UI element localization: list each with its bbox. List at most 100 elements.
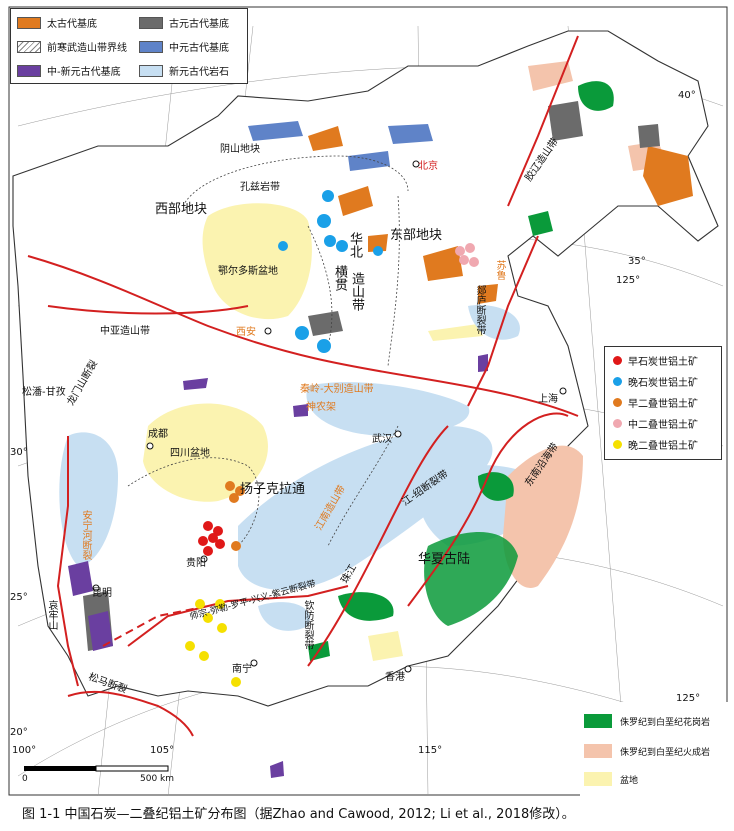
scale-label: 500 km <box>140 774 175 784</box>
legend-item-orogen-boundary: 前寒武造山带界线 <box>17 39 127 54</box>
legend-label: 侏罗纪到白垩纪花岗岩 <box>620 717 711 728</box>
city-marker-kunming <box>92 584 100 592</box>
label-guiyang: 贵阳 <box>186 558 206 569</box>
late-carboniferous-deposits <box>278 190 383 353</box>
small-basin-1 <box>428 324 483 341</box>
deposit-dot <box>469 257 479 267</box>
swatch-granite <box>584 714 612 728</box>
deposit-dot <box>324 235 336 247</box>
legend-label: 中二叠世铝土矿 <box>628 420 698 431</box>
label-qinfang: 钦防断裂带 <box>302 600 313 650</box>
deposit-dot <box>317 339 331 353</box>
deposit-dot <box>185 641 195 651</box>
middle-permian-deposits <box>455 243 479 267</box>
deposit-dot <box>231 677 241 687</box>
deposit-dot <box>215 599 225 609</box>
legend-basement: 太古代基底 古元古代基底 前寒武造山带界线 中元古代基底 中-新元古代基底 新元… <box>10 8 248 84</box>
scale-zero: 0 <box>22 774 28 784</box>
label-shennongjia: 神农架 <box>306 402 336 413</box>
swatch-paleoproterozoic <box>139 16 163 29</box>
legend-dot <box>613 440 622 449</box>
deposit-dot <box>208 533 218 543</box>
city-marker-guiyang <box>200 555 208 563</box>
ordos-basin <box>202 203 312 320</box>
label-ordos: 鄂尔多斯盆地 <box>218 266 278 277</box>
swatch-archean <box>17 16 41 29</box>
label-yinshan: 阴山地块 <box>220 144 260 155</box>
deposit-dot <box>278 241 288 251</box>
deposit-dot <box>217 623 227 633</box>
fault-lines <box>27 35 579 737</box>
sichuan-basin <box>143 403 268 502</box>
deposit-dot <box>198 536 208 546</box>
deposit-dot <box>322 190 334 202</box>
label-orogen: 造山带 <box>349 272 364 311</box>
deposit-dot <box>295 326 309 340</box>
label-lat-40: 40° <box>678 90 696 101</box>
deposit-dot <box>229 493 239 503</box>
jurassic-cretaceous-granite <box>308 81 614 661</box>
dashed-fault <box>102 605 209 647</box>
city-marker-beijing <box>412 160 420 168</box>
label-cathaysia: 华夏古陆 <box>418 552 471 567</box>
label-kunming: 昆明 <box>92 588 112 599</box>
label-lon-105: 105° <box>150 745 175 756</box>
city-marker-hongkong <box>404 665 412 673</box>
legend-label: 中-新元古代基底 <box>47 67 121 78</box>
deposit-dot <box>231 541 241 551</box>
label-lat-25: 25° <box>10 592 28 603</box>
label-qinling: 秦岭-大别造山带 <box>300 384 374 395</box>
mesoproterozoic-basement <box>248 121 433 171</box>
legend-item-middle-permian: 中二叠世铝土矿 <box>613 416 698 431</box>
city-marker-chengdu <box>146 442 154 450</box>
legend-item-basin: 盆地 <box>584 772 638 786</box>
deposit-dot <box>235 486 245 496</box>
label-lat-20: 20° <box>10 727 28 738</box>
city-marker-wuhan <box>394 430 402 438</box>
city-marker-shanghai <box>559 387 567 395</box>
deposit-dot <box>203 521 213 531</box>
label-western-block: 西部地块 <box>155 202 208 217</box>
legend-dot <box>613 398 622 407</box>
label-yangtze: 扬子克拉通 <box>240 482 306 497</box>
deposit-dot <box>195 599 205 609</box>
deposit-dot <box>225 481 235 491</box>
swatch-orogen-boundary <box>17 40 41 53</box>
label-beijing: 北京 <box>418 161 438 172</box>
legend-label: 太古代基底 <box>47 19 97 30</box>
legend-dot <box>613 356 622 365</box>
swatch-basin <box>584 772 612 786</box>
legend-dot <box>613 419 622 428</box>
label-eastern-block: 东部地块 <box>390 228 443 243</box>
deposit-dot <box>317 214 331 228</box>
label-lon-115: 115° <box>418 745 443 756</box>
legend-item-volcanic: 侏罗纪到白垩纪火成岩 <box>584 744 710 758</box>
legend-label: 盆地 <box>620 775 639 786</box>
label-hongkong: 香港 <box>385 672 405 683</box>
deposit-dot <box>373 246 383 256</box>
legend-label: 新元古代岩石 <box>169 67 229 78</box>
city-marker-xian <box>264 327 272 335</box>
legend-label: 侏罗纪到白垩纪火成岩 <box>620 747 711 758</box>
deposit-dot <box>459 255 469 265</box>
label-tanlu: 郯庐断裂带 <box>474 285 485 335</box>
legend-dot <box>613 377 622 386</box>
legend-item-granite: 侏罗纪到白垩纪花岗岩 <box>584 714 710 728</box>
label-chengdu: 成都 <box>148 429 168 440</box>
deposit-dot <box>213 526 223 536</box>
swatch-volcanic <box>584 744 612 758</box>
city-markers <box>92 160 567 673</box>
label-xian: 西安 <box>236 327 256 338</box>
figure-caption: 图 1-1 中国石炭—二叠纪铝土矿分布图（据Zhao and Cawood, 2… <box>22 807 575 822</box>
meso-neoproterozoic-basement <box>68 354 488 778</box>
label-khondalite: 孔兹岩带 <box>240 182 280 193</box>
label-central-asian-orogen: 中亚造山带 <box>100 326 150 337</box>
legend-item-early-permian: 早二叠世铝土矿 <box>613 395 698 410</box>
legend-item-early-carboniferous: 早石炭世铝土矿 <box>613 353 698 368</box>
swatch-mesoproterozoic <box>139 40 163 53</box>
legend-label: 前寒武造山带界线 <box>47 43 127 54</box>
swatch-neoproterozoic <box>139 64 163 77</box>
deposit-dot <box>455 246 465 256</box>
scale-bar: 0 500 km <box>22 764 182 794</box>
legend-label: 古元古代基底 <box>169 19 229 30</box>
